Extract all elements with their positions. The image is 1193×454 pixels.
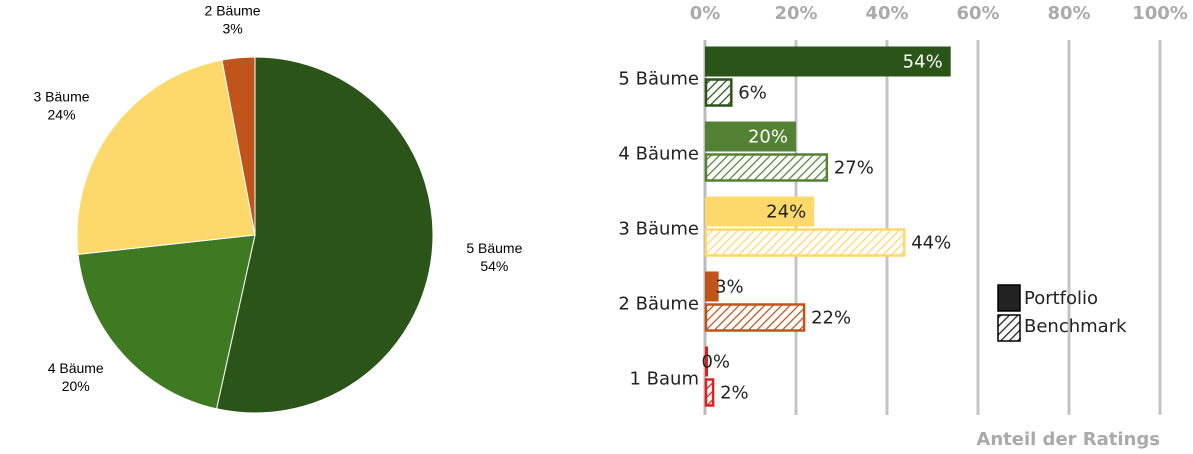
bar (705, 271, 719, 302)
legend-label: Portfolio (1024, 288, 1098, 309)
y-tick-label: 5 Bäume (618, 69, 699, 90)
pie-label: 2 Bäume (205, 3, 261, 19)
pie-label: 5 Bäume (466, 240, 522, 256)
pie-slice (221, 56, 256, 236)
legend-label: Benchmark (1024, 316, 1127, 337)
bar (704, 228, 906, 257)
pie-label: 4 Bäume (48, 360, 104, 376)
pie-value-label: 3% (222, 21, 242, 37)
bar-value-label: 3% (715, 277, 744, 298)
bar-value-label: 2% (720, 383, 749, 404)
x-tick-label: 20% (774, 3, 817, 24)
y-tick-label: 2 Bäume (618, 294, 699, 315)
legend-swatch (997, 284, 1021, 312)
bar-value-label: 44% (911, 233, 951, 254)
bar (705, 46, 951, 77)
y-tick-label: 4 Bäume (618, 144, 699, 165)
x-tick-label: 100% (1132, 3, 1188, 24)
pie-value-label: 20% (62, 378, 90, 394)
bar-value-label: 6% (738, 83, 767, 104)
legend-swatch (997, 314, 1021, 342)
bar (705, 346, 708, 377)
bar (704, 153, 829, 182)
pie-slice (215, 56, 434, 414)
pie-value-label: 24% (48, 107, 76, 123)
x-tick-label: 80% (1047, 3, 1090, 24)
pie-value-label: 54% (480, 258, 508, 274)
bar (704, 303, 806, 332)
y-tick-label: 3 Bäume (618, 219, 699, 240)
bar (704, 378, 715, 407)
x-tick-label: 40% (865, 3, 908, 24)
bar-value-label: 22% (811, 308, 851, 329)
x-tick-label: 0% (690, 3, 721, 24)
pie-slice (77, 234, 256, 410)
bar (705, 121, 796, 152)
bar (704, 78, 733, 107)
bar-value-label: 54% (903, 52, 943, 73)
y-tick-label: 1 Baum (630, 369, 700, 390)
bar-value-label: 24% (766, 202, 806, 223)
x-axis-label: Anteil der Ratings (976, 429, 1160, 450)
x-tick-label: 60% (956, 3, 999, 24)
bar-value-label: 27% (834, 158, 874, 179)
bar (705, 196, 815, 227)
pie-slice (76, 59, 256, 255)
bar-value-label: 20% (748, 127, 788, 148)
pie-label: 3 Bäume (33, 89, 89, 105)
bar-value-label: 0% (701, 352, 730, 373)
